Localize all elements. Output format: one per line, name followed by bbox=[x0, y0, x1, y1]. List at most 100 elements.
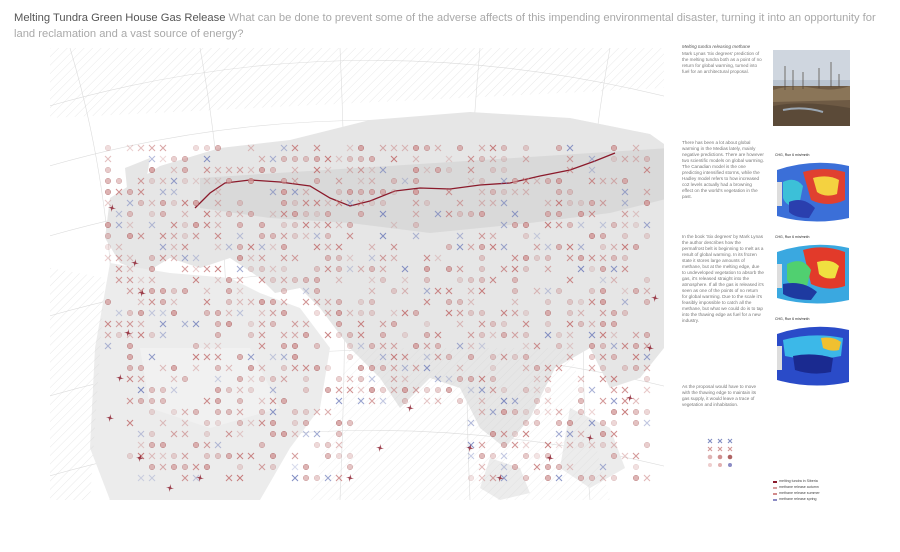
methane-ring-marker bbox=[335, 188, 343, 196]
methane-markers bbox=[104, 144, 659, 492]
methane-cross-marker bbox=[423, 364, 431, 372]
methane-ring-marker bbox=[181, 221, 189, 229]
methane-ring-marker bbox=[390, 188, 398, 196]
methane-cross-marker bbox=[203, 265, 211, 273]
methane-cross-marker bbox=[214, 342, 222, 350]
methane-cross-marker bbox=[346, 386, 354, 394]
methane-cross-marker bbox=[214, 188, 222, 196]
methane-cross-marker bbox=[621, 298, 629, 306]
methane-ring-marker bbox=[302, 210, 310, 218]
methane-ring-marker bbox=[621, 232, 629, 240]
methane-cross-marker bbox=[291, 166, 299, 174]
methane-cross-marker bbox=[181, 199, 189, 207]
methane-ring-marker bbox=[313, 177, 321, 185]
methane-cross-marker bbox=[247, 375, 255, 383]
methane-ring-marker bbox=[544, 463, 552, 471]
methane-cross-marker bbox=[588, 298, 596, 306]
methane-ring-marker bbox=[203, 144, 211, 152]
methane-cross-marker bbox=[478, 232, 486, 240]
methane-cross-marker bbox=[643, 419, 651, 427]
methane-cross-marker bbox=[423, 166, 431, 174]
methane-ring-marker bbox=[137, 309, 145, 317]
methane-ring-marker bbox=[456, 298, 464, 306]
methane-cross-marker bbox=[599, 397, 607, 405]
methane-ring-marker bbox=[280, 265, 288, 273]
methane-ring-marker bbox=[148, 331, 156, 339]
methane-ring-marker bbox=[467, 309, 475, 317]
methane-cross-marker bbox=[357, 166, 365, 174]
methane-ring-marker bbox=[258, 221, 266, 229]
methane-cross-marker bbox=[291, 430, 299, 438]
methane-ring-marker bbox=[522, 331, 530, 339]
methane-cross-marker bbox=[159, 463, 167, 471]
methane-ring-marker bbox=[335, 254, 343, 262]
methane-cross-marker bbox=[423, 397, 431, 405]
methane-ring-marker bbox=[214, 386, 222, 394]
methane-ring-marker bbox=[555, 463, 563, 471]
methane-ring-marker bbox=[412, 144, 420, 152]
methane-cross-marker bbox=[621, 287, 629, 295]
methane-ring-marker bbox=[159, 210, 167, 218]
methane-cross-marker bbox=[467, 243, 475, 251]
methane-ring-marker bbox=[500, 155, 508, 163]
methane-ring-marker bbox=[555, 177, 563, 185]
methane-ring-marker bbox=[225, 408, 233, 416]
methane-cross-marker bbox=[566, 430, 574, 438]
methane-ring-marker bbox=[346, 342, 354, 350]
methane-cross-marker bbox=[599, 199, 607, 207]
methane-cross-marker bbox=[346, 166, 354, 174]
methane-ring-marker bbox=[159, 386, 167, 394]
climate-model-map-1 bbox=[773, 152, 851, 226]
methane-ring-marker bbox=[346, 452, 354, 460]
methane-ring-marker bbox=[456, 144, 464, 152]
methane-ring-marker bbox=[148, 287, 156, 295]
methane-cross-marker bbox=[148, 353, 156, 361]
methane-cross-marker bbox=[170, 177, 178, 185]
methane-ring-marker bbox=[423, 276, 431, 284]
methane-ring-marker bbox=[489, 166, 497, 174]
methane-ring-marker bbox=[390, 287, 398, 295]
methane-cross-marker bbox=[126, 397, 134, 405]
methane-cross-marker bbox=[115, 320, 123, 328]
methane-cross-marker bbox=[236, 309, 244, 317]
methane-cross-marker bbox=[236, 265, 244, 273]
methane-cross-marker bbox=[291, 364, 299, 372]
methane-cross-marker bbox=[137, 232, 145, 240]
methane-cross-marker bbox=[632, 210, 640, 218]
methane-ring-marker bbox=[610, 144, 618, 152]
methane-ring-marker bbox=[522, 221, 530, 229]
methane-cross-marker bbox=[313, 408, 321, 416]
methane-ring-marker bbox=[379, 386, 387, 394]
methane-ring-marker bbox=[115, 331, 123, 339]
methane-cross-marker bbox=[137, 298, 145, 306]
methane-cross-marker bbox=[192, 463, 200, 471]
methane-ring-marker bbox=[522, 419, 530, 427]
methane-ring-marker bbox=[566, 419, 574, 427]
methane-ring-marker bbox=[533, 408, 541, 416]
methane-ring-marker bbox=[467, 474, 475, 482]
methane-ring-marker bbox=[544, 474, 552, 482]
methane-cross-marker bbox=[423, 298, 431, 306]
methane-cross-marker bbox=[467, 177, 475, 185]
methane-cross-marker bbox=[236, 452, 244, 460]
methane-ring-marker bbox=[544, 210, 552, 218]
methane-ring-marker bbox=[104, 188, 112, 196]
methane-cross-marker bbox=[192, 364, 200, 372]
methane-ring-marker bbox=[126, 309, 134, 317]
methane-ring-marker bbox=[632, 243, 640, 251]
methane-ring-marker bbox=[379, 188, 387, 196]
methane-cross-marker bbox=[379, 265, 387, 273]
methane-cross-marker bbox=[159, 177, 167, 185]
methane-cross-marker bbox=[335, 474, 343, 482]
photo-caption-title: Melting tundra releasing methane bbox=[682, 44, 751, 49]
pinwheel-marker bbox=[116, 374, 124, 382]
methane-cross-marker bbox=[148, 474, 156, 482]
methane-cross-marker bbox=[181, 265, 189, 273]
methane-ring-marker bbox=[313, 342, 321, 350]
methane-ring-marker bbox=[599, 243, 607, 251]
methane-cross-marker bbox=[445, 375, 453, 383]
methane-cross-marker bbox=[335, 155, 343, 163]
methane-cross-marker bbox=[511, 397, 519, 405]
tundra-melting-line bbox=[194, 152, 616, 209]
methane-ring-marker bbox=[291, 232, 299, 240]
